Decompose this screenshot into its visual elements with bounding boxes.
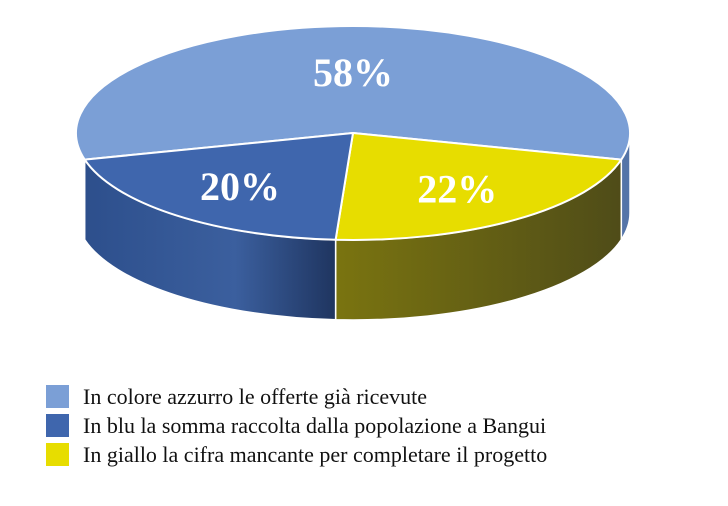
pie-slice-1	[334, 132, 623, 241]
legend-label: In colore azzurro le offerte già ricevut…	[83, 383, 428, 409]
legend: In colore azzurro le offerte già ricevut…	[46, 382, 547, 469]
pie-slice-2	[83, 132, 354, 241]
pie-chart: 58% 22% 20%	[75, 25, 631, 321]
slice-label-0: 58%	[313, 50, 393, 95]
legend-swatch-azzurro	[46, 385, 69, 408]
slice-label-1: 22%	[417, 166, 497, 211]
legend-label: In blu la somma raccolta dalla popolazio…	[83, 412, 547, 438]
legend-item-blu: In blu la somma raccolta dalla popolazio…	[46, 411, 547, 440]
legend-item-giallo: In giallo la cifra mancante per completa…	[46, 440, 547, 469]
slice-label-2: 20%	[200, 164, 280, 209]
legend-label: In giallo la cifra mancante per completa…	[83, 441, 548, 467]
legend-swatch-blu	[46, 414, 69, 437]
pie-slice-0	[75, 25, 631, 161]
legend-item-azzurro: In colore azzurro le offerte già ricevut…	[46, 382, 547, 411]
legend-swatch-giallo	[46, 443, 69, 466]
